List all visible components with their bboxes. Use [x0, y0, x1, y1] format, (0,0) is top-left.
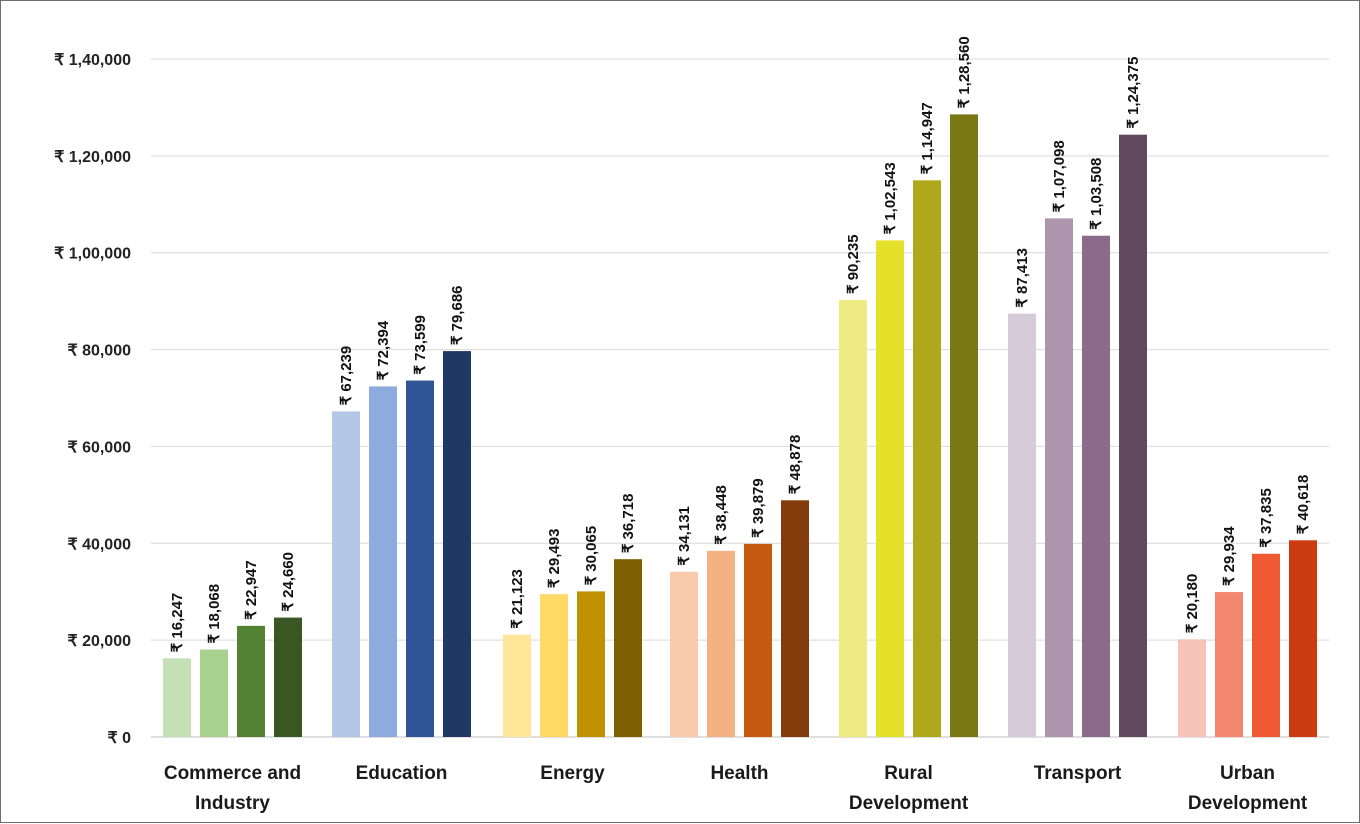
bars: [163, 114, 1317, 738]
bar: [1045, 218, 1073, 737]
data-label: ₹ 29,934: [1221, 526, 1238, 586]
data-label: ₹ 38,448: [713, 485, 730, 545]
bar: [670, 571, 698, 737]
data-labels: ₹ 16,247 ₹ 18,068 ₹ 22,947 ₹ 24,660 ₹ 67,239…: [169, 36, 1312, 652]
data-label: ₹ 16,247: [169, 593, 186, 653]
bar: [614, 559, 642, 737]
x-category-label: Rural Development: [849, 763, 969, 814]
data-label: ₹ 24,660: [280, 552, 297, 612]
bar: [1008, 313, 1036, 737]
y-tick-label: ₹ 20,000: [67, 633, 131, 650]
data-label: ₹ 18,068: [206, 584, 223, 644]
bar: [332, 411, 360, 737]
x-category-label: Commerce and Industry: [164, 763, 301, 814]
bar: [781, 500, 809, 737]
data-label: ₹ 1,14,947: [919, 102, 936, 174]
data-label: ₹ 79,686: [449, 285, 466, 345]
y-tick-label: ₹ 40,000: [67, 536, 131, 553]
x-category-label: Education: [356, 763, 448, 784]
data-label: ₹ 1,02,543: [882, 162, 899, 234]
data-label: ₹ 1,24,375: [1125, 57, 1142, 129]
bar: [163, 658, 191, 737]
data-label: ₹ 37,835: [1258, 488, 1275, 548]
data-label: ₹ 30,065: [583, 526, 600, 586]
y-tick-label: ₹ 1,40,000: [54, 52, 131, 69]
bar: [1178, 639, 1206, 737]
bar: [707, 550, 735, 737]
data-label: ₹ 87,413: [1014, 248, 1031, 308]
bar: [1119, 134, 1147, 737]
data-label: ₹ 73,599: [412, 315, 429, 375]
x-axis-categories: Commerce and Industry Education Energy Healt…: [164, 763, 1308, 814]
data-label: ₹ 36,718: [620, 494, 637, 554]
x-category-label: Health: [710, 763, 768, 784]
bar: [1289, 540, 1317, 737]
bar: [839, 300, 867, 737]
bar: [1252, 553, 1280, 737]
data-label: ₹ 40,618: [1295, 475, 1312, 535]
bar: [443, 351, 471, 737]
data-label: ₹ 1,03,508: [1088, 158, 1105, 230]
data-label: ₹ 20,180: [1184, 574, 1201, 634]
bar: [1215, 592, 1243, 737]
bar: [503, 634, 531, 737]
bar: [913, 180, 941, 737]
y-tick-label: ₹ 80,000: [67, 343, 131, 360]
bar: [1082, 235, 1110, 738]
y-axis-ticks: ₹ 0 ₹ 20,000 ₹ 40,000 ₹ 60,000 ₹ 80,000 ₹ 1,0…: [54, 52, 131, 747]
bar: [237, 625, 265, 737]
bar: [274, 617, 302, 737]
bar: [950, 114, 978, 737]
data-label: ₹ 21,123: [509, 569, 526, 629]
data-label: ₹ 48,878: [787, 435, 804, 495]
data-label: ₹ 39,879: [750, 478, 767, 538]
data-label: ₹ 34,131: [676, 506, 693, 566]
y-tick-label: ₹ 1,00,000: [54, 246, 131, 263]
bar: [369, 386, 397, 737]
x-category-label: Transport: [1034, 763, 1122, 784]
bar: [406, 380, 434, 737]
y-tick-label: ₹ 60,000: [67, 439, 131, 456]
x-category-label: Energy: [540, 763, 605, 784]
y-tick-label: ₹ 1,20,000: [54, 149, 131, 166]
bar: [577, 591, 605, 737]
x-category-label: Urban Development: [1188, 763, 1308, 814]
gridlines: [151, 58, 1329, 738]
bar: [744, 543, 772, 737]
bar: [540, 594, 568, 737]
data-label: ₹ 90,235: [845, 234, 862, 294]
bar: [200, 649, 228, 737]
bar: [876, 240, 904, 737]
data-label: ₹ 67,239: [338, 346, 355, 406]
data-label: ₹ 22,947: [243, 560, 260, 620]
data-label: ₹ 29,493: [546, 529, 563, 589]
data-label: ₹ 72,394: [375, 320, 392, 380]
data-label: ₹ 1,07,098: [1051, 140, 1068, 212]
data-label: ₹ 1,28,560: [956, 36, 973, 108]
y-tick-label: ₹ 0: [107, 730, 131, 747]
